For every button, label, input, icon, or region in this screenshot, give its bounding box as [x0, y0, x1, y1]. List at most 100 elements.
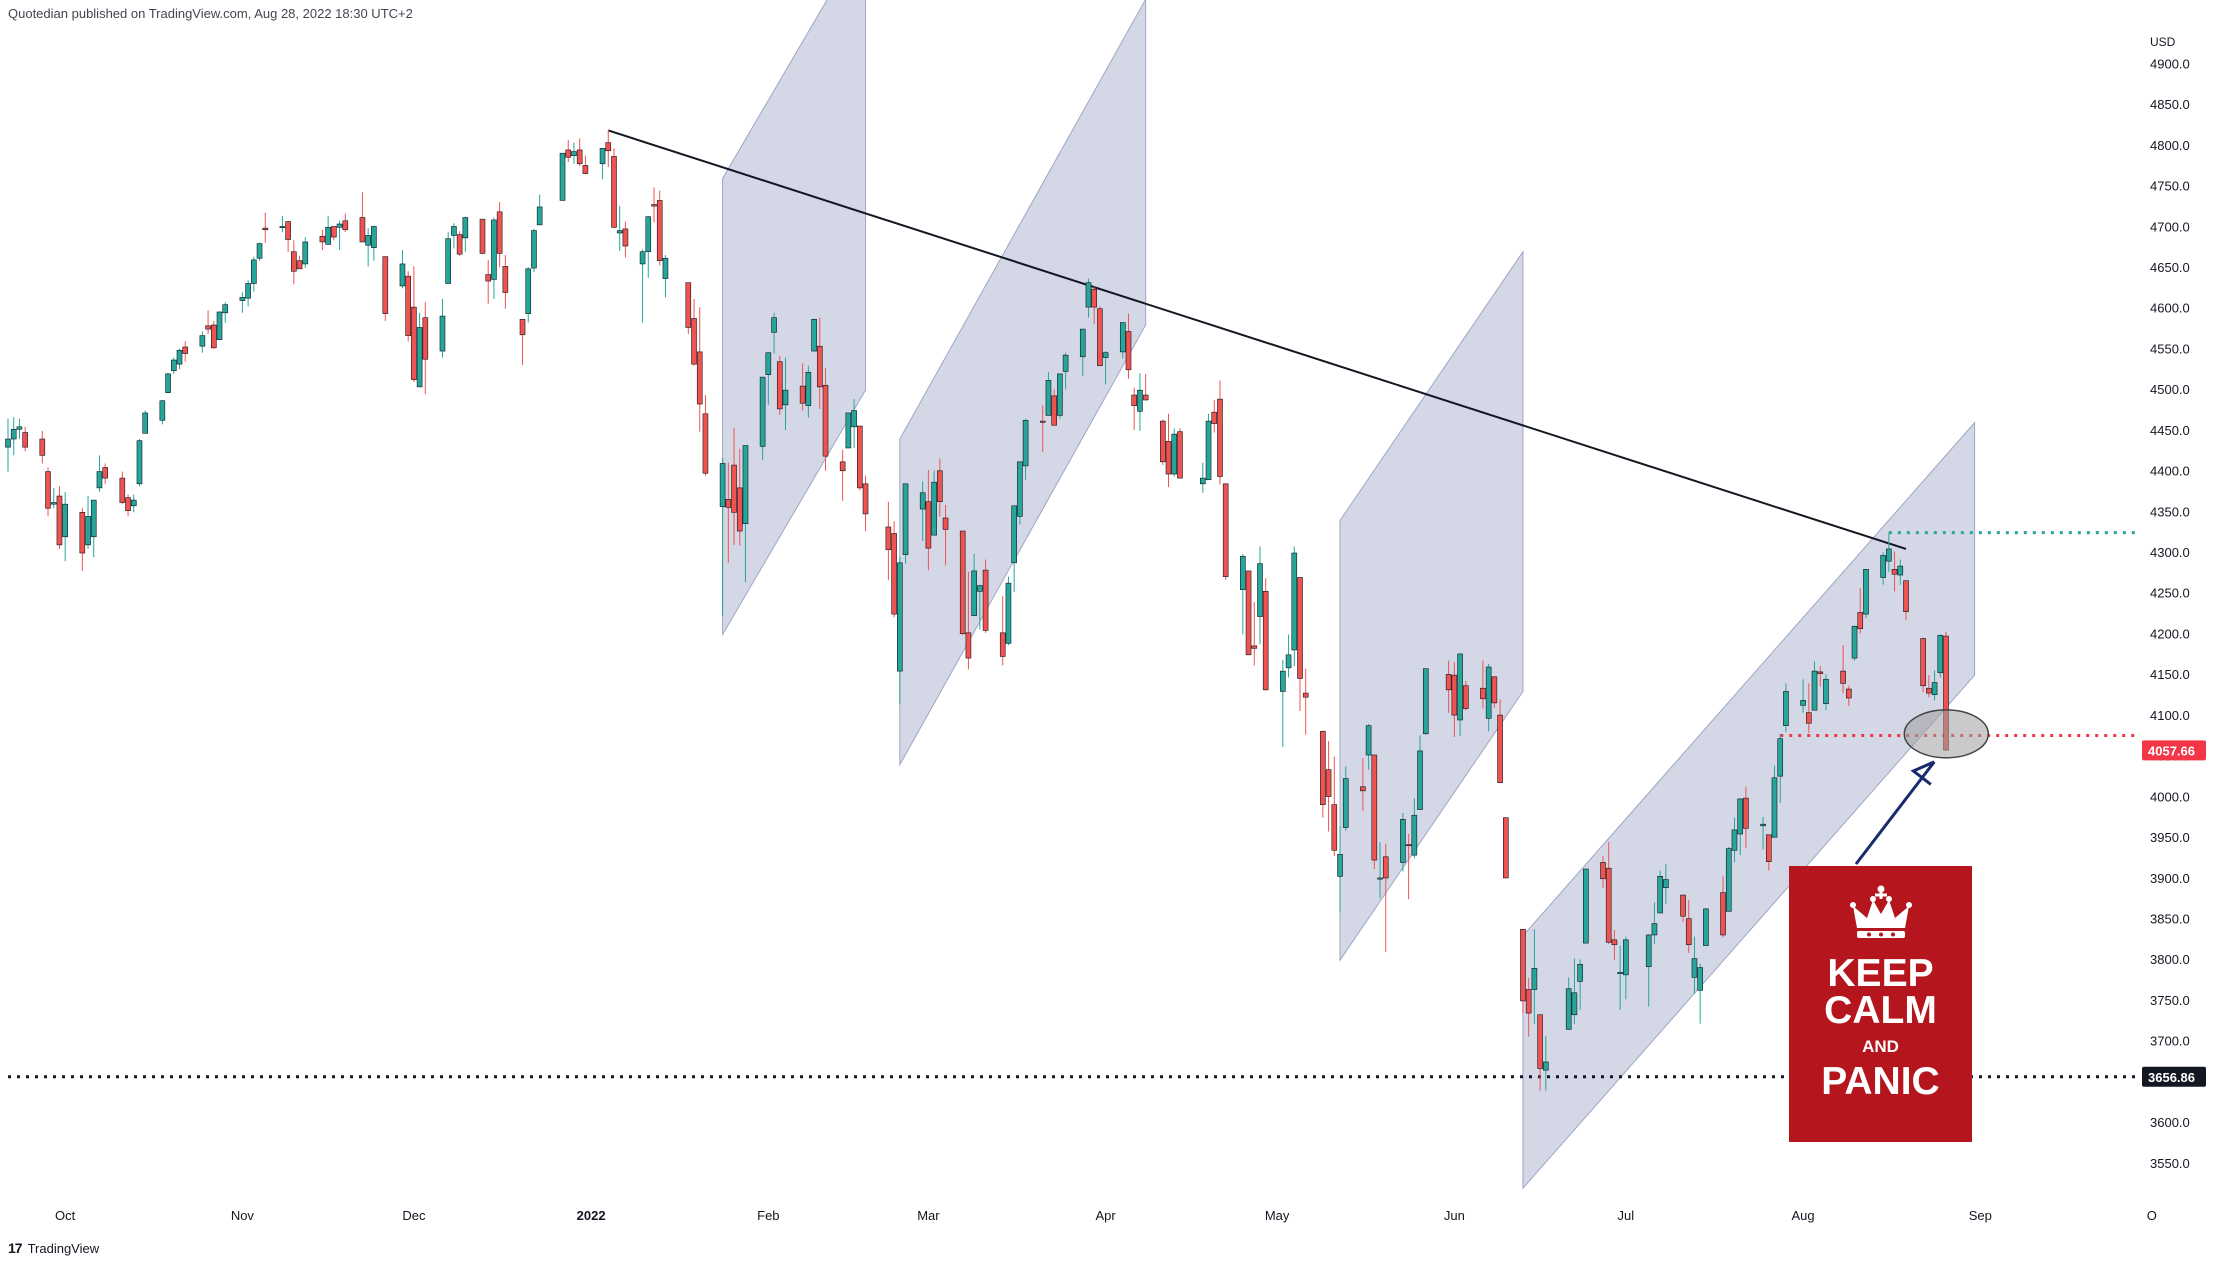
candle-body: [1817, 671, 1824, 674]
candle: [1725, 847, 1732, 912]
candle: [1771, 765, 1778, 838]
candle: [1491, 675, 1498, 708]
candle-body: [1720, 892, 1726, 936]
candle: [696, 307, 703, 432]
candle-body: [485, 274, 492, 282]
candle: [1685, 899, 1692, 953]
candle-body: [262, 227, 269, 231]
level-lines-layer: [8, 531, 2138, 1079]
candle: [336, 220, 343, 251]
candle-body: [1039, 420, 1046, 423]
candle-body: [1457, 653, 1463, 721]
candle: [319, 229, 326, 251]
candle-body: [1165, 441, 1172, 475]
candle: [1119, 322, 1126, 359]
candle-body: [1920, 638, 1926, 687]
candle: [1703, 908, 1709, 946]
candle: [1251, 601, 1258, 666]
candle: [977, 584, 983, 630]
candle-body: [1645, 934, 1652, 968]
candle-body: [845, 412, 852, 449]
candle: [1331, 756, 1338, 856]
candle-body: [1931, 682, 1938, 696]
candle: [422, 302, 429, 395]
candle-body: [1525, 989, 1532, 1014]
candle-body: [5, 438, 11, 448]
candle: [1851, 625, 1858, 661]
candle-body: [1022, 419, 1029, 467]
candle-body: [1663, 879, 1669, 889]
candle-body: [1737, 798, 1743, 835]
price-tick: 4800.0: [2150, 138, 2190, 153]
tradingview-logo-icon: 17: [8, 1240, 23, 1256]
candle: [56, 486, 63, 549]
candle: [599, 148, 606, 180]
candle-body: [216, 311, 223, 340]
candle: [1651, 902, 1658, 944]
brand-name: TradingView: [27, 1240, 100, 1256]
candle-body: [1503, 817, 1509, 879]
candle-body: [1485, 666, 1492, 719]
time-tick: Sep: [1969, 1208, 1992, 1223]
candle: [159, 399, 166, 425]
candle: [39, 430, 46, 464]
candle-body: [451, 226, 457, 236]
candle-body: [1800, 700, 1806, 706]
footer-brand[interactable]: 17 TradingView: [8, 1240, 99, 1256]
candle: [736, 448, 743, 546]
candle-body: [1880, 555, 1886, 578]
candle-body: [1342, 778, 1349, 828]
candle: [1480, 660, 1486, 709]
candle: [445, 232, 451, 284]
candle-body: [1926, 687, 1932, 694]
candle-body: [565, 149, 572, 158]
candle-body: [405, 275, 411, 336]
candle: [1211, 399, 1218, 433]
candle: [182, 341, 189, 362]
candle: [1422, 668, 1429, 735]
candle-body: [525, 268, 532, 314]
candle: [1765, 834, 1772, 871]
candle-body: [445, 238, 451, 284]
candle-body: [359, 217, 366, 243]
candle-body: [1657, 876, 1663, 914]
candle: [50, 487, 57, 509]
candle-body: [765, 352, 772, 375]
candle: [1337, 825, 1343, 913]
candle-body: [919, 492, 926, 510]
candle-body: [1623, 939, 1629, 976]
candle: [1520, 928, 1526, 1014]
candle: [1737, 798, 1743, 856]
candle: [811, 318, 817, 352]
candle-body: [365, 235, 371, 246]
candle-body: [1703, 908, 1709, 946]
price-tick: 4650.0: [2150, 260, 2190, 275]
candle: [1926, 675, 1932, 698]
candle-body: [142, 412, 149, 434]
candle: [1823, 674, 1829, 711]
price-tick: 4200.0: [2150, 626, 2190, 641]
candle: [302, 237, 309, 269]
candle-body: [639, 251, 646, 265]
candle-body: [1697, 967, 1703, 991]
candle: [216, 311, 223, 340]
highlight-layer: [1903, 709, 1990, 759]
price-tick: 4600.0: [2150, 301, 2190, 316]
candle-body: [1417, 750, 1423, 810]
candle-body: [1805, 712, 1812, 724]
candle: [605, 130, 612, 168]
price-tick: 4400.0: [2150, 464, 2190, 479]
candle-body: [1731, 829, 1738, 851]
candle-body: [999, 632, 1006, 657]
candle: [1565, 977, 1572, 1030]
candle: [1011, 505, 1017, 593]
candle: [639, 249, 646, 323]
candle-body: [1262, 591, 1269, 691]
candle: [142, 410, 149, 434]
candle: [1142, 373, 1149, 401]
candle-body: [611, 156, 617, 228]
candle-body: [1857, 612, 1864, 630]
candle-body: [1811, 670, 1818, 711]
candle-body: [125, 497, 131, 511]
